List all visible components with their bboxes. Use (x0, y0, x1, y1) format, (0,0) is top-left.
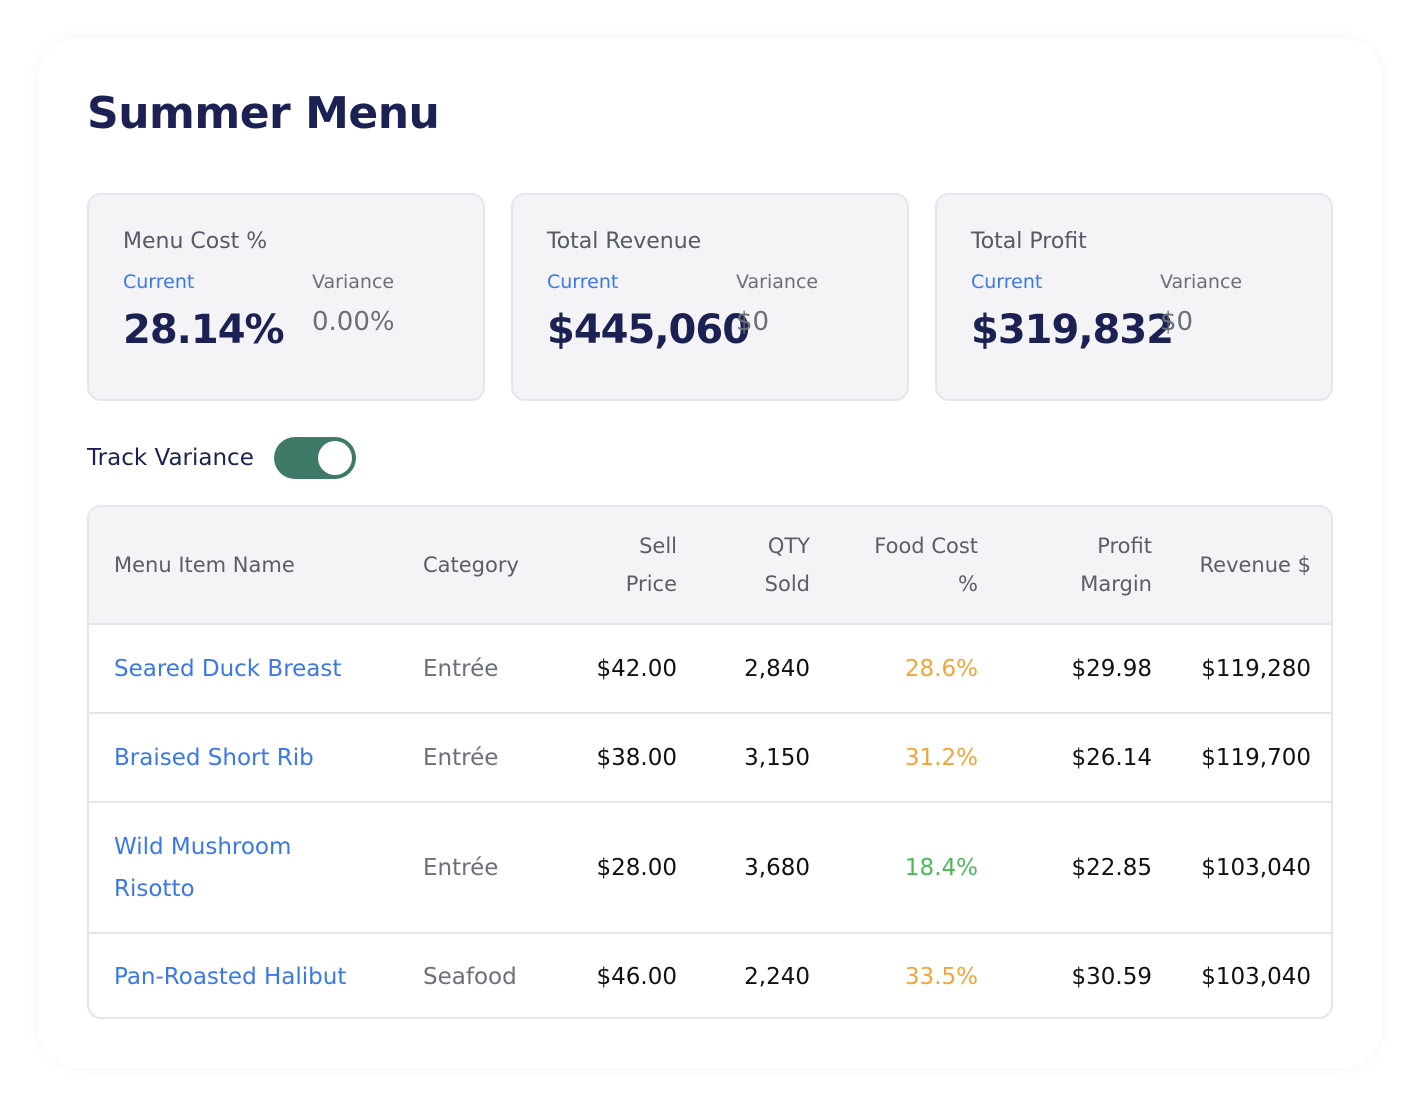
category-cell: Entrée (415, 802, 558, 934)
toggle-knob (317, 441, 352, 475)
header-sell-price[interactable]: Sell Price (558, 507, 677, 625)
food-cost-cell: 18.4% (810, 802, 978, 934)
category-cell: Seafood (423, 964, 517, 990)
metric-label: Menu Cost % (123, 229, 268, 254)
table-row: Wild Mushroom Risotto Entrée $28.00 3,68… (89, 802, 1331, 934)
sell-price-cell: $28.00 (558, 802, 677, 934)
profit-margin-cell: $30.59 (1071, 964, 1152, 990)
qty-sold-cell: 3,680 (677, 802, 810, 934)
menu-item-name-link[interactable]: Wild Mushroom Risotto (89, 802, 415, 934)
qty-sold-cell: 2,840 (677, 624, 810, 714)
metric-current-value: $445,060 (547, 307, 750, 353)
sell-price-cell: $46.00 (596, 964, 677, 990)
header-revenue[interactable]: Revenue $ (1152, 507, 1331, 625)
header-line: Food Cost (874, 534, 978, 558)
metric-label: Total Profit (971, 229, 1087, 254)
metric-card-menu-cost: Menu Cost % Current Variance 28.14% 0.00… (87, 193, 485, 401)
track-variance-row: Track Variance (87, 436, 356, 480)
menu-item-name-link[interactable]: Braised Short Rib (89, 713, 415, 803)
header-line: Profit (1097, 534, 1152, 558)
menu-items-table: Menu Item Name Category Sell Price QTY Sol… (87, 505, 1333, 1019)
metric-current-value: $319,832 (971, 307, 1174, 353)
metric-card-total-profit: Total Profit Current Variance $319,832 $… (935, 193, 1333, 401)
header-category[interactable]: Category (415, 507, 558, 625)
metric-card-total-revenue: Total Revenue Current Variance $445,060 … (511, 193, 909, 401)
metric-variance-value: 0.00% (312, 307, 395, 337)
table-header-row: Menu Item Name Category Sell Price QTY Sol… (89, 507, 1331, 625)
metric-variance-label: Variance (736, 271, 819, 293)
profit-margin-cell: $29.98 (978, 624, 1152, 714)
profit-margin-cell: $26.14 (978, 713, 1152, 803)
revenue-cell: $119,700 (1152, 713, 1331, 803)
metric-variance-label: Variance (1160, 271, 1243, 293)
header-line: QTY (767, 534, 810, 558)
header-food-cost[interactable]: Food Cost% (810, 507, 978, 625)
sell-price-cell: $42.00 (558, 624, 677, 714)
metric-current-value: 28.14% (123, 307, 285, 353)
metric-current-label: Current (123, 271, 195, 293)
track-variance-label: Track Variance (87, 445, 254, 471)
table-row: Pan-Roasted Halibut Seafood $46.00 2,240… (89, 933, 1331, 1017)
header-line: Margin (1080, 572, 1152, 596)
menu-card: Summer Menu Menu Cost % Current Variance… (38, 38, 1382, 1068)
category-cell: Entrée (415, 624, 558, 714)
qty-sold-cell: 2,240 (744, 964, 810, 990)
menu-item-name-link[interactable]: Seared Duck Breast (89, 624, 415, 714)
food-cost-cell: 31.2% (810, 713, 978, 803)
metric-label: Total Revenue (547, 229, 702, 254)
revenue-cell: $103,040 (1152, 802, 1331, 934)
food-cost-cell: 28.6% (810, 624, 978, 714)
header-line: Sold (764, 572, 810, 596)
table-row: Braised Short Rib Entrée $38.00 3,150 31… (89, 713, 1331, 803)
food-cost-cell: 33.5% (904, 964, 978, 990)
track-variance-toggle[interactable] (273, 437, 356, 479)
header-line: Sell (639, 534, 677, 558)
metric-variance-label: Variance (312, 271, 395, 293)
metric-variance-value: $0 (736, 307, 770, 337)
metric-current-label: Current (547, 271, 619, 293)
metric-variance-value: $0 (1160, 307, 1194, 337)
page-title: Summer Menu (87, 88, 440, 139)
revenue-cell: $103,040 (1201, 964, 1311, 990)
menu-item-name-link[interactable]: Pan-Roasted Halibut (114, 964, 347, 990)
category-cell: Entrée (415, 713, 558, 803)
metric-current-label: Current (971, 271, 1043, 293)
sell-price-cell: $38.00 (558, 713, 677, 803)
header-line: % (958, 572, 978, 596)
header-menu-item-name[interactable]: Menu Item Name (89, 507, 415, 625)
header-profit-margin[interactable]: Profit Margin (978, 507, 1152, 625)
revenue-cell: $119,280 (1152, 624, 1331, 714)
profit-margin-cell: $22.85 (978, 802, 1152, 934)
qty-sold-cell: 3,150 (677, 713, 810, 803)
header-qty-sold[interactable]: QTY Sold (677, 507, 810, 625)
table-row: Seared Duck Breast Entrée $42.00 2,840 2… (89, 624, 1331, 714)
header-line: Price (625, 572, 677, 596)
